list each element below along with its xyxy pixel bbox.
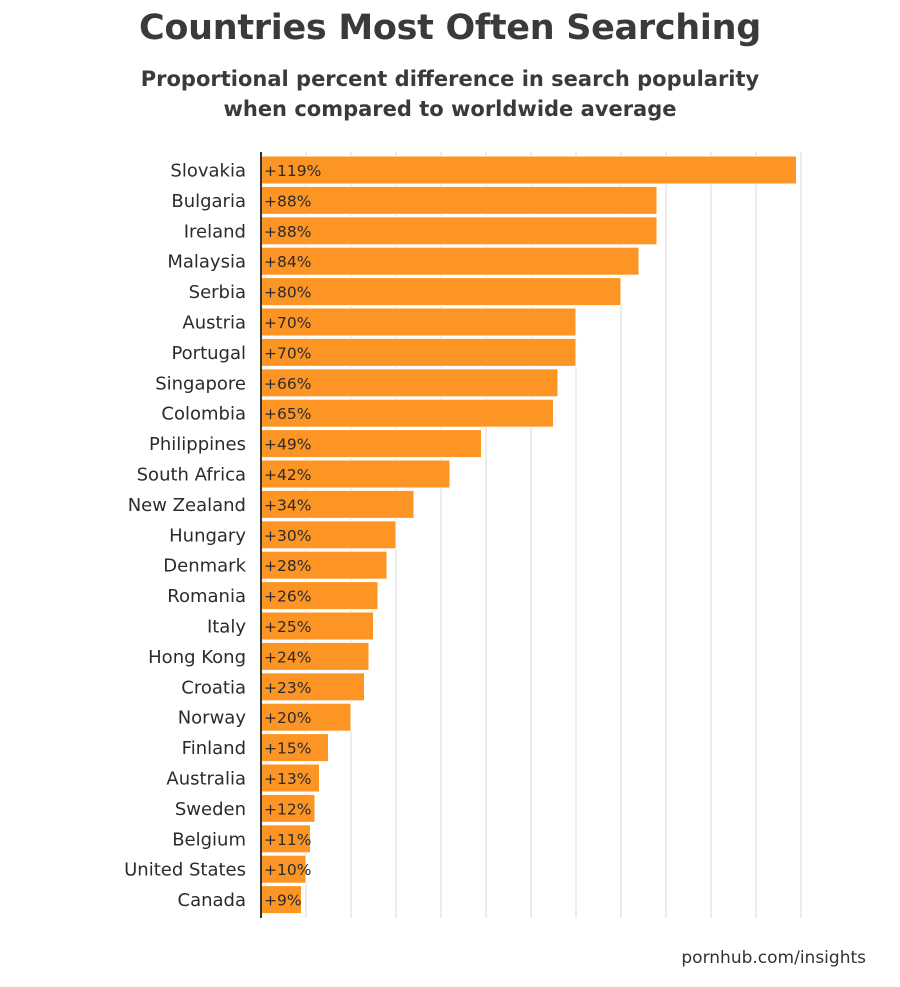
- category-label: New Zealand: [128, 495, 246, 516]
- data-label: +66%: [264, 375, 311, 393]
- data-label: +88%: [264, 223, 311, 241]
- bar: [260, 763, 320, 793]
- data-labels: +119% +88% +88% +84% +80% +70% +70% +66% +65% +49…: [264, 162, 321, 910]
- category-label: Portugal: [171, 343, 246, 364]
- data-label: +70%: [264, 344, 311, 362]
- data-label: +88%: [264, 192, 311, 210]
- data-label: +30%: [264, 527, 311, 545]
- category-label: Belgium: [172, 829, 246, 850]
- data-label: +15%: [264, 740, 311, 758]
- bar: [260, 398, 554, 428]
- category-label: Sweden: [175, 799, 246, 820]
- category-label: Norway: [178, 708, 247, 729]
- bar: [260, 672, 365, 702]
- bar: [260, 550, 388, 580]
- data-label: +10%: [264, 861, 311, 879]
- category-label: Malaysia: [167, 252, 246, 273]
- bar: [260, 368, 559, 398]
- category-label: Australia: [166, 769, 246, 790]
- data-label: +84%: [264, 253, 311, 271]
- category-label: Finland: [182, 738, 246, 759]
- data-label: +28%: [264, 557, 311, 575]
- category-label: Denmark: [163, 556, 246, 577]
- data-label: +23%: [264, 679, 311, 697]
- category-label: Croatia: [181, 677, 246, 698]
- category-label: Slovakia: [170, 161, 246, 182]
- bar: [260, 429, 482, 459]
- data-label: +119%: [264, 162, 321, 180]
- bar: [260, 885, 302, 915]
- bar: [260, 489, 415, 519]
- bar: [260, 611, 374, 641]
- data-label: +70%: [264, 314, 311, 332]
- bar: [260, 520, 397, 550]
- bar: [260, 337, 577, 367]
- category-label: Bulgaria: [171, 191, 246, 212]
- bar: [260, 733, 329, 763]
- data-label: +80%: [264, 284, 311, 302]
- category-label: Colombia: [161, 404, 246, 425]
- data-label: +65%: [264, 405, 311, 423]
- bar: [260, 155, 797, 185]
- category-label: Serbia: [189, 282, 246, 303]
- category-label: United States: [124, 860, 246, 881]
- subtitle-line-1: Proportional percent difference in searc…: [140, 67, 760, 91]
- chart-subtitle: Proportional percent difference in searc…: [0, 64, 900, 124]
- category-label: Hong Kong: [148, 647, 246, 668]
- data-label: +11%: [264, 831, 311, 849]
- data-label: +24%: [264, 648, 311, 666]
- chart-title: Countries Most Often Searching: [139, 8, 761, 48]
- category-label: Romania: [167, 586, 246, 607]
- data-label: +20%: [264, 709, 311, 727]
- category-label: Austria: [182, 313, 246, 334]
- bar: [260, 307, 577, 337]
- category-label: Hungary: [169, 525, 246, 546]
- category-labels: Slovakia Bulgaria Ireland Malaysia Serbia Aus…: [124, 161, 246, 912]
- category-label: Italy: [207, 617, 246, 638]
- bar: [260, 277, 622, 307]
- bars: [260, 155, 797, 915]
- category-label: Philippines: [149, 434, 246, 455]
- bar: [260, 824, 311, 854]
- subtitle-line-2: when compared to worldwide average: [223, 97, 677, 121]
- source-credit: pornhub.com/insights: [681, 948, 866, 968]
- data-label: +12%: [264, 800, 311, 818]
- bar: [260, 641, 370, 671]
- bar: [260, 459, 451, 489]
- data-label: +49%: [264, 436, 311, 454]
- bar: [260, 854, 307, 884]
- data-label: +26%: [264, 588, 311, 606]
- data-label: +25%: [264, 618, 311, 636]
- bar: [260, 246, 640, 276]
- bar: [260, 702, 352, 732]
- category-label: Canada: [178, 890, 247, 911]
- data-label: +34%: [264, 496, 311, 514]
- category-label: South Africa: [137, 465, 246, 486]
- bar: [260, 185, 658, 215]
- data-label: +13%: [264, 770, 311, 788]
- data-label: +9%: [264, 892, 302, 910]
- data-label: +42%: [264, 466, 311, 484]
- bar: [260, 216, 658, 246]
- bar: [260, 581, 379, 611]
- category-label: Ireland: [184, 221, 246, 242]
- category-label: Singapore: [155, 373, 246, 394]
